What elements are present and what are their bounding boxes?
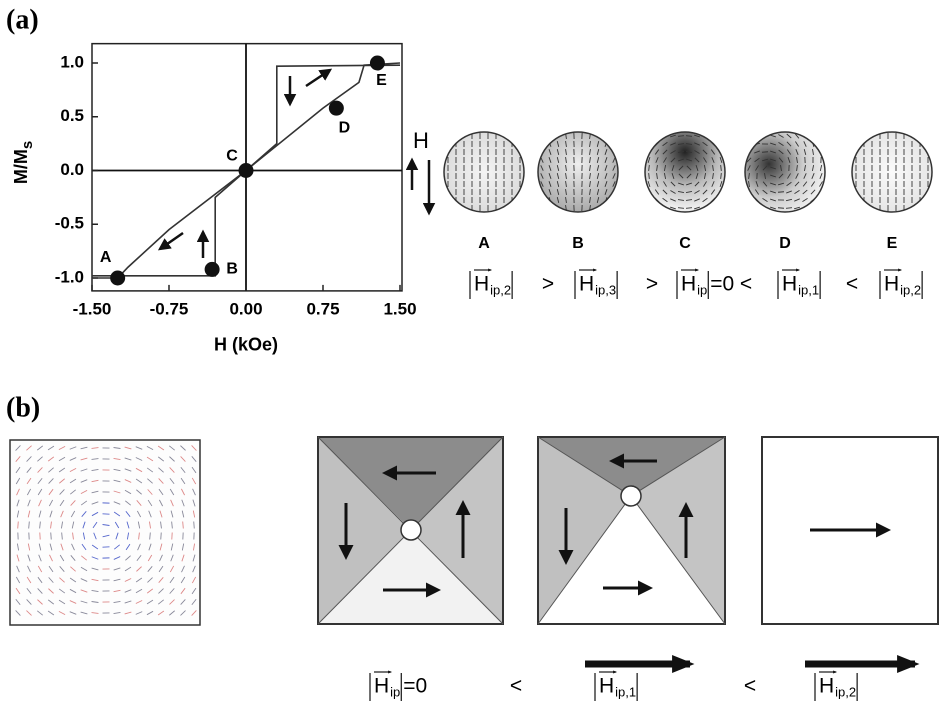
state-point [239, 163, 254, 178]
state-point [370, 56, 385, 71]
field-suffix: =0 [403, 675, 427, 698]
panel-label: (a) [6, 4, 39, 35]
y-tick-label: -1.0 [55, 267, 84, 286]
field-symbol: H [579, 273, 594, 296]
field-term: Hip,3 [575, 270, 617, 299]
state-point-label: B [226, 261, 238, 278]
vector [51, 533, 52, 540]
state-label: C [679, 235, 691, 252]
y-tick-label: 0.0 [60, 160, 84, 179]
field-subscript: ip,2 [900, 282, 921, 297]
field-subscript: ip,1 [798, 282, 819, 297]
field-symbol: H [681, 273, 696, 296]
relation-operator: < [740, 273, 752, 296]
field-symbol: H [474, 273, 489, 296]
state-point-label: A [100, 249, 112, 266]
field-symbol: H [374, 675, 389, 698]
state-point [205, 262, 220, 277]
vector [150, 533, 151, 540]
state-label: D [779, 235, 791, 252]
relation-operator: > [646, 273, 658, 296]
field-term: Hip,1 [595, 672, 637, 701]
y-tick-label: 1.0 [60, 52, 84, 71]
vector [18, 522, 19, 529]
vector [183, 522, 184, 529]
disk-state [645, 132, 725, 212]
field-symbol: H [782, 273, 797, 296]
field-subscript: ip,3 [595, 282, 616, 297]
saturated-state [762, 437, 938, 624]
field-symbol: H [884, 273, 899, 296]
field-suffix: =0 [710, 273, 734, 296]
disk-state [538, 132, 618, 212]
x-tick-label: 1.50 [383, 299, 416, 318]
state-label: A [478, 235, 490, 252]
y-tick-label: -0.5 [55, 214, 84, 233]
state-point [110, 271, 125, 286]
x-tick-label: -0.75 [150, 299, 189, 318]
state-point-label: C [226, 148, 238, 165]
vector [194, 522, 195, 529]
x-tick-label: 0.00 [229, 299, 262, 318]
relation-operator: < [510, 675, 522, 698]
sweep-arrow [306, 70, 330, 86]
field-term: Hip,1 [778, 270, 820, 299]
disk-state [745, 132, 825, 212]
panel-label: (b) [6, 392, 40, 423]
state-point-label: D [339, 119, 351, 136]
field-symbol: H [599, 675, 614, 698]
relation-operator: < [744, 675, 756, 698]
disk-state [852, 132, 932, 212]
relation-operator: < [846, 273, 858, 296]
relation-operator: > [542, 273, 554, 296]
x-axis-label: H (kOe) [214, 335, 278, 355]
y-tick-label: 0.5 [60, 106, 84, 125]
vector [29, 522, 30, 529]
field-subscript: ip,2 [490, 282, 511, 297]
figure: (a) (b) H -1.50-0.750.000.751.501.00.50. [0, 0, 940, 702]
field-subscript: ip,1 [615, 684, 636, 699]
landau-state [318, 437, 503, 624]
field-term: Hip=0 [370, 672, 427, 701]
x-tick-label: 0.75 [306, 299, 339, 318]
field-subscript: ip [390, 684, 400, 699]
vortex-state [10, 440, 200, 625]
field-label: H [413, 128, 429, 153]
state-label: B [572, 235, 584, 252]
y-axis-label: M/Ms [11, 141, 36, 184]
disk-state [444, 132, 524, 212]
y-axis-label-main: M/M [11, 149, 31, 184]
x-tick-label: -1.50 [73, 299, 112, 318]
displaced-landau-state [538, 437, 725, 624]
y-axis-label-sub: s [19, 141, 36, 149]
field-symbol: H [819, 675, 834, 698]
state-label: E [887, 235, 898, 252]
state-point-label: E [376, 72, 387, 89]
field-term: Hip,2 [815, 672, 857, 701]
state-point [329, 101, 344, 116]
field-subscript: ip [697, 282, 707, 297]
field-subscript: ip,2 [835, 684, 856, 699]
